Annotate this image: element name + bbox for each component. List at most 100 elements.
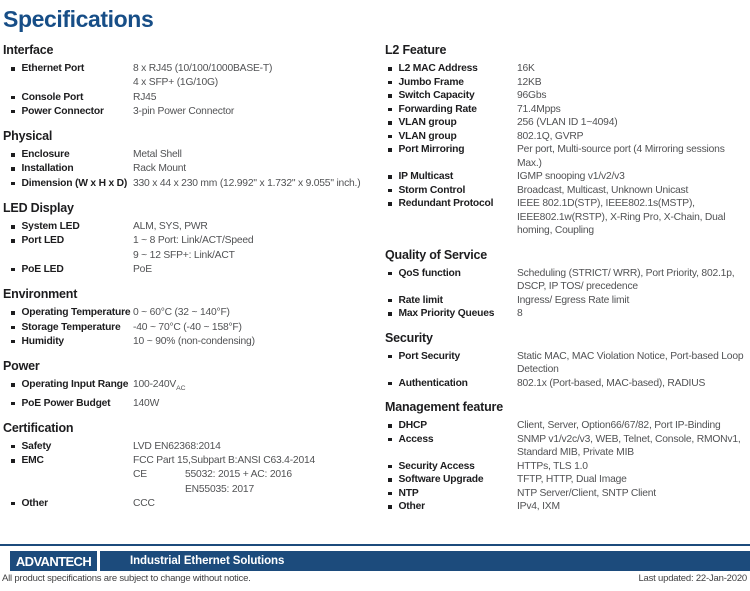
spec-label: Redundant Protocol [398, 198, 494, 209]
spec-label: Dimension (W x H x D) [21, 177, 128, 189]
spec-row: Port Security Static MAC, MAC Violation N… [385, 350, 748, 377]
spec-value: Per port, Multi-source port (4 Mirroring… [517, 143, 748, 170]
spec-label-box: System LED [11, 220, 133, 234]
spec-row: VLAN group 256 (VLAN ID 1~4094) [385, 116, 748, 130]
spec-label-box: NTP [388, 487, 517, 501]
bullet-icon [388, 80, 392, 84]
spec-label: Humidity [21, 335, 65, 347]
spec-value: IPv4, IXM [517, 500, 748, 514]
section-heading: Management feature [385, 400, 503, 414]
right-column: L2 Feature L2 MAC Address 16K Jumbo Frame 12… [382, 34, 748, 514]
spec-label-box: Installation [11, 162, 133, 176]
spec-label-box: Forwarding Rate [388, 103, 517, 117]
spec-label: Enclosure [21, 149, 70, 161]
spec-section: Power Operating Input Range 100-240VAC PoE … [3, 359, 382, 411]
bullet-icon [388, 437, 392, 441]
bullet-icon [388, 298, 392, 302]
section-heading: Interface [3, 43, 54, 57]
bullet-icon [11, 325, 15, 330]
spec-label-box: Switch Capacity [388, 89, 517, 103]
spec-value: PoE [133, 263, 382, 277]
spec-label-box: QoS function [388, 267, 517, 281]
bullet-icon [388, 148, 392, 152]
bullet-icon [11, 67, 15, 71]
spec-label: DHCP [398, 420, 428, 431]
spec-label: L2 MAC Address [398, 63, 478, 74]
value-line: 802.1Q, GVRP [517, 130, 584, 142]
value-line: 9 ~ 12 SFP+: Link/ACT [133, 249, 235, 261]
footer-note: All product specifications are subject t… [2, 573, 251, 584]
spec-label: Software Upgrade [398, 474, 484, 485]
spec-label-box: Software Upgrade [388, 473, 517, 487]
spec-label: Storm Control [398, 184, 466, 196]
value-line: IEEE 802.1D(STP), IEEE802.1s(MSTP), [517, 198, 695, 209]
spec-section: Quality of Service QoS function Scheduling… [385, 248, 748, 321]
spec-row: Software Upgrade TFTP, HTTP, Dual Image [385, 473, 748, 487]
spec-row: Security Access HTTPs, TLS 1.0 [385, 460, 748, 474]
spec-row: VLAN group 802.1Q, GVRP [385, 130, 748, 144]
spec-value: 3-pin Power Connector [133, 105, 382, 119]
bullet-icon [388, 271, 392, 275]
spec-row: Access SNMP v1/v2c/v3, WEB, Telnet, Conso… [385, 433, 748, 460]
spec-label: QoS function [398, 267, 461, 279]
spec-value: Ingress/ Egress Rate limit [517, 294, 748, 308]
spec-value: RJ45 [133, 91, 382, 105]
value-line: 96Gbs [517, 90, 547, 101]
spec-row: Rate limit Ingress/ Egress Rate limit [385, 294, 748, 308]
spec-label: VLAN group [398, 130, 457, 142]
spec-value: Broadcast, Multicast, Unknown Unicast [517, 184, 748, 198]
spec-label-box: Jumbo Frame [388, 76, 517, 90]
section-heading: Physical [3, 129, 53, 144]
spec-label-box: PoE LED [11, 263, 133, 277]
value-line: TFTP, HTTP, Dual Image [517, 474, 627, 485]
bullet-icon [388, 505, 392, 509]
spec-label: NTP [398, 487, 419, 499]
spec-row: Enclosure Metal Shell [3, 148, 382, 162]
spec-label: PoE Power Budget [21, 397, 111, 409]
bullet-icon [11, 311, 15, 315]
spec-row: Redundant Protocol IEEE 802.1D(STP), IEEE… [385, 197, 748, 238]
spec-section: LED Display System LED ALM, SYS, PWR Port L… [3, 201, 382, 277]
spec-label: Safety [21, 440, 52, 452]
value-line: 12KB [517, 76, 542, 88]
spec-section: Interface Ethernet Port 8 x RJ45 (10/100/1… [3, 43, 382, 119]
spec-label: Other [398, 501, 426, 512]
value-line: 3-pin Power Connector [133, 105, 235, 117]
bullet-icon [11, 153, 15, 157]
bullet-icon [11, 401, 15, 405]
spec-value: 802.1x (Port-based, MAC-based), RADIUS [517, 377, 748, 391]
spec-label: Console Port [21, 91, 84, 103]
spec-label: IP Multicast [398, 171, 454, 182]
bullet-icon [11, 267, 15, 272]
spec-label: Jumbo Frame [398, 76, 465, 88]
spec-label: Other [21, 497, 49, 509]
value-line: 100-240VAC [133, 378, 382, 396]
value-line: CCC [133, 497, 155, 509]
spec-value: 10 ~ 90% (non-condensing) [133, 335, 382, 349]
bullet-icon [388, 175, 392, 179]
spec-section: Management feature DHCP Client, Server, Op… [385, 400, 748, 514]
spec-row: PoE LED PoE [3, 263, 382, 277]
spec-label-box: Security Access [388, 460, 517, 474]
spec-value: 802.1Q, GVRP [517, 130, 748, 144]
spec-label: Port Security [398, 350, 461, 362]
spec-value: SNMP v1/v2c/v3, WEB, Telnet, Console, RM… [517, 433, 748, 460]
bullet-icon [388, 478, 392, 482]
value-line: 8 x RJ45 (10/100/1000BASE-T) [133, 63, 273, 74]
spec-label: Port LED [21, 235, 65, 247]
spec-row: Forwarding Rate 71.4Mpps [385, 103, 748, 117]
bullet-icon [11, 339, 15, 344]
spec-row: Console Port RJ45 [3, 91, 382, 105]
footer-bar: ADVANTECH Industrial Ethernet Solutions [0, 551, 750, 571]
spec-row: Jumbo Frame 12KB [385, 76, 748, 90]
spec-row: Storm Control Broadcast, Multicast, Unkno… [385, 184, 748, 198]
spec-value: NTP Server/Client, SNTP Client [517, 487, 748, 501]
value-line: Broadcast, Multicast, Unknown Unicast [517, 184, 689, 196]
spec-section: Physical Enclosure Metal Shell Installation… [3, 129, 382, 191]
spec-label-box: VLAN group [388, 130, 517, 144]
spec-label-box: Authentication [388, 377, 517, 391]
spec-value: 100-240VAC [133, 378, 382, 396]
bullet-icon [388, 107, 392, 111]
value-line: SNMP v1/v2c/v3, WEB, Telnet, Console, RM… [517, 433, 741, 445]
value-line: Ingress/ Egress Rate limit [517, 294, 630, 306]
